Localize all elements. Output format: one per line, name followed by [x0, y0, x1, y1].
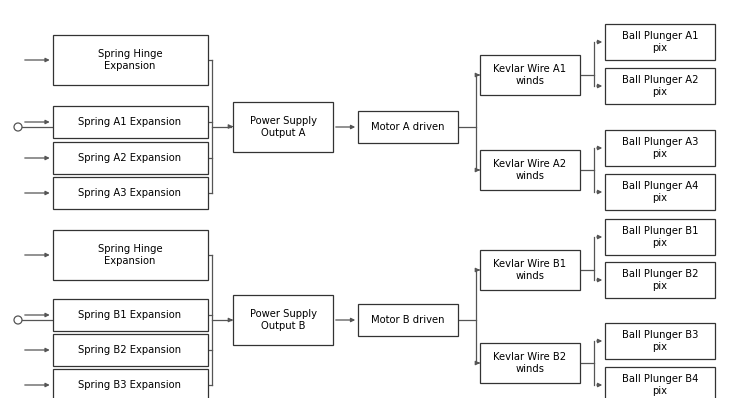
FancyBboxPatch shape: [53, 299, 208, 331]
FancyBboxPatch shape: [358, 304, 458, 336]
FancyBboxPatch shape: [605, 68, 715, 104]
FancyBboxPatch shape: [480, 55, 580, 95]
Text: Motor B driven: Motor B driven: [371, 315, 444, 325]
FancyBboxPatch shape: [605, 24, 715, 60]
Text: Spring B3 Expansion: Spring B3 Expansion: [78, 380, 181, 390]
Text: Spring B2 Expansion: Spring B2 Expansion: [78, 345, 181, 355]
FancyBboxPatch shape: [605, 174, 715, 210]
Text: Spring A3 Expansion: Spring A3 Expansion: [78, 188, 181, 198]
Text: Ball Plunger B2
pix: Ball Plunger B2 pix: [622, 269, 698, 291]
FancyBboxPatch shape: [605, 262, 715, 298]
Text: Ball Plunger A2
pix: Ball Plunger A2 pix: [622, 75, 698, 97]
Text: Ball Plunger B4
pix: Ball Plunger B4 pix: [622, 374, 698, 396]
FancyBboxPatch shape: [53, 142, 208, 174]
Text: Power Supply
Output A: Power Supply Output A: [249, 116, 317, 138]
FancyBboxPatch shape: [53, 230, 208, 280]
Text: Kevlar Wire B1
winds: Kevlar Wire B1 winds: [493, 259, 567, 281]
FancyBboxPatch shape: [233, 102, 333, 152]
FancyBboxPatch shape: [53, 106, 208, 138]
Text: Spring A1 Expansion: Spring A1 Expansion: [78, 117, 181, 127]
Text: Kevlar Wire A1
winds: Kevlar Wire A1 winds: [493, 64, 567, 86]
FancyBboxPatch shape: [233, 295, 333, 345]
Text: Ball Plunger A3
pix: Ball Plunger A3 pix: [622, 137, 698, 159]
FancyBboxPatch shape: [358, 111, 458, 143]
Text: Spring Hinge
Expansion: Spring Hinge Expansion: [98, 244, 162, 266]
FancyBboxPatch shape: [53, 369, 208, 398]
Text: Kevlar Wire B2
winds: Kevlar Wire B2 winds: [493, 352, 567, 374]
Text: Spring Hinge
Expansion: Spring Hinge Expansion: [98, 49, 162, 71]
FancyBboxPatch shape: [53, 35, 208, 85]
FancyBboxPatch shape: [605, 367, 715, 398]
FancyBboxPatch shape: [605, 323, 715, 359]
Text: Kevlar Wire A2
winds: Kevlar Wire A2 winds: [493, 159, 567, 181]
FancyBboxPatch shape: [605, 130, 715, 166]
Text: Spring B1 Expansion: Spring B1 Expansion: [78, 310, 181, 320]
FancyBboxPatch shape: [480, 250, 580, 290]
Text: Ball Plunger A4
pix: Ball Plunger A4 pix: [622, 181, 698, 203]
Text: Ball Plunger B3
pix: Ball Plunger B3 pix: [622, 330, 698, 352]
Text: Ball Plunger A1
pix: Ball Plunger A1 pix: [622, 31, 698, 53]
FancyBboxPatch shape: [480, 343, 580, 383]
Text: Power Supply
Output B: Power Supply Output B: [249, 309, 317, 331]
Text: Ball Plunger B1
pix: Ball Plunger B1 pix: [622, 226, 698, 248]
FancyBboxPatch shape: [480, 150, 580, 190]
Text: Spring A2 Expansion: Spring A2 Expansion: [78, 153, 181, 163]
FancyBboxPatch shape: [605, 219, 715, 255]
FancyBboxPatch shape: [53, 177, 208, 209]
Text: Motor A driven: Motor A driven: [371, 122, 444, 132]
FancyBboxPatch shape: [53, 334, 208, 366]
